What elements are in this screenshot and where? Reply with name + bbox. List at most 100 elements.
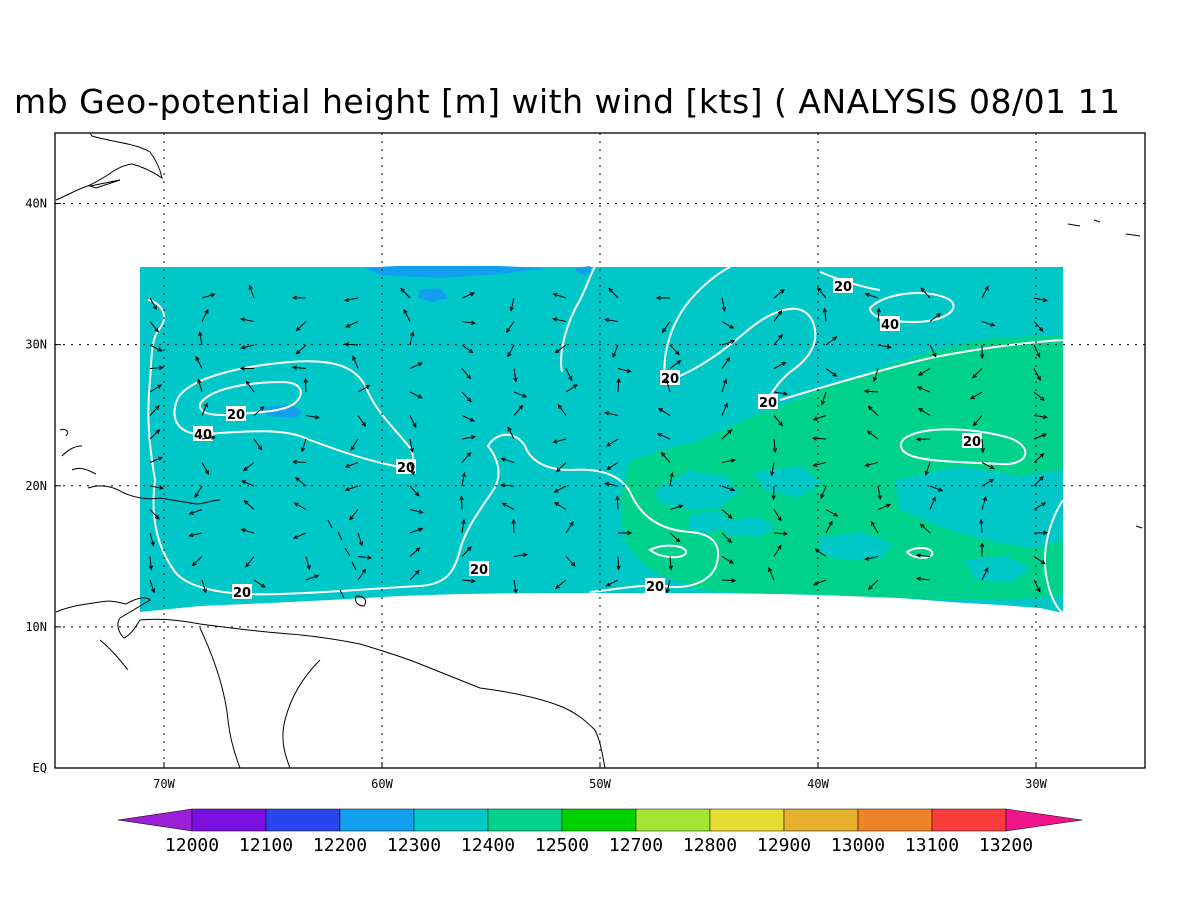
wind-vector <box>305 574 320 581</box>
colorbar-min-arrow <box>117 808 193 832</box>
wind-vector <box>513 368 518 383</box>
wind-vector <box>812 462 827 467</box>
wind-vector <box>811 436 827 441</box>
lat-lon-grid <box>55 133 1145 768</box>
wind-vector <box>604 317 619 323</box>
colorbar-segment <box>487 808 563 832</box>
x-tick-label: 40W <box>807 777 829 791</box>
wind-vector <box>1033 297 1048 303</box>
wind-vector <box>240 480 255 487</box>
height-hole-g <box>688 510 730 534</box>
wind-vector <box>721 532 732 544</box>
wind-vector <box>253 579 266 588</box>
height-hole-e <box>818 532 892 560</box>
wind-vector <box>864 556 879 561</box>
wind-vector <box>461 546 472 557</box>
contour-label: 40 <box>881 318 899 333</box>
wind-vector <box>149 405 160 416</box>
wind-vector <box>149 321 159 333</box>
wind-vector <box>565 368 573 382</box>
x-axis-ticks: 70W 60W 50W 40W 30W <box>153 762 1048 791</box>
height-hole-a <box>655 470 738 510</box>
wind-vector <box>188 532 203 538</box>
wind-vector <box>617 530 633 536</box>
wind-vector <box>981 321 996 327</box>
wind-vector <box>345 321 359 328</box>
wind-vector <box>916 386 931 393</box>
contour-label-bg <box>193 426 213 441</box>
coastline-lesser-antilles <box>327 519 357 599</box>
wind-vector <box>149 429 161 440</box>
wind-vector <box>507 344 515 358</box>
wind-vector <box>721 578 737 583</box>
contour-20-west-edge <box>147 299 166 481</box>
wind-vector <box>357 555 373 560</box>
colorbar-segment <box>191 808 267 832</box>
wind-vector <box>721 429 733 440</box>
wind-vector <box>721 458 736 463</box>
contour-label: 20 <box>233 586 251 601</box>
wind-vector <box>461 578 477 584</box>
wind-vector <box>929 344 937 358</box>
wind-vector <box>552 438 567 444</box>
wind-vector <box>344 462 359 468</box>
contour-label: 20 <box>646 580 664 595</box>
map-title: mb Geo-potential height [m] with wind [k… <box>14 82 1121 121</box>
contour-label-bg <box>226 406 246 421</box>
wind-vector <box>773 531 789 536</box>
wind-vector <box>555 462 567 473</box>
wind-vector <box>461 451 472 463</box>
contour-label: 20 <box>963 435 981 450</box>
wind-vector <box>295 477 307 487</box>
wind-vector <box>768 567 775 581</box>
wind-vector <box>291 365 307 370</box>
colorbar-max-arrow <box>1005 808 1083 832</box>
wind-vector <box>201 402 208 416</box>
wind-vector <box>459 495 464 510</box>
colorbar-segment <box>561 808 637 832</box>
wind-vector <box>350 438 359 451</box>
wind-vector <box>669 472 674 487</box>
wind-vector <box>924 462 931 476</box>
wind-vector <box>669 344 680 356</box>
contour-40-west <box>198 380 302 416</box>
wind-vector <box>557 404 567 416</box>
y-axis-ticks: EQ 10N 20N 30N 40N <box>25 197 61 775</box>
wind-vector <box>825 520 833 534</box>
contour-label: 20 <box>834 280 852 295</box>
wind-vector <box>461 435 476 440</box>
wind-vector <box>658 407 671 416</box>
height-hole-b <box>752 466 822 497</box>
wind-vector <box>248 284 255 299</box>
wind-vector <box>409 485 420 497</box>
wind-vector <box>915 553 931 558</box>
wind-vector <box>295 344 307 355</box>
x-tick-label: 60W <box>371 777 393 791</box>
x-tick-label: 30W <box>1025 777 1047 791</box>
wind-vector <box>461 519 466 534</box>
wind-vector <box>243 499 255 510</box>
y-tick-label: 30N <box>25 338 47 352</box>
contour-label-bg <box>962 433 982 448</box>
y-tick-label: 10N <box>25 620 47 634</box>
colorbar <box>117 808 1083 832</box>
wind-vector <box>461 292 476 299</box>
wind-vector <box>1033 414 1048 420</box>
wind-vector <box>357 415 367 428</box>
contour-label: 40 <box>194 428 212 443</box>
y-tick-label: 40N <box>25 197 47 211</box>
contour-20-south-main <box>152 433 720 596</box>
wind-vector <box>866 430 879 440</box>
colorbar-label: 12100 <box>239 835 293 856</box>
height-band-12300-c <box>262 404 302 418</box>
wind-vector <box>972 415 983 427</box>
coastlines <box>55 132 1143 769</box>
wind-vector <box>149 509 160 520</box>
wind-vector <box>552 292 567 299</box>
colorbar-segment <box>265 808 341 832</box>
wind-vector <box>352 355 359 369</box>
colorbar-segment <box>709 808 785 832</box>
wind-vector <box>565 556 576 567</box>
wind-vector <box>505 321 515 334</box>
wind-vector <box>773 544 782 557</box>
